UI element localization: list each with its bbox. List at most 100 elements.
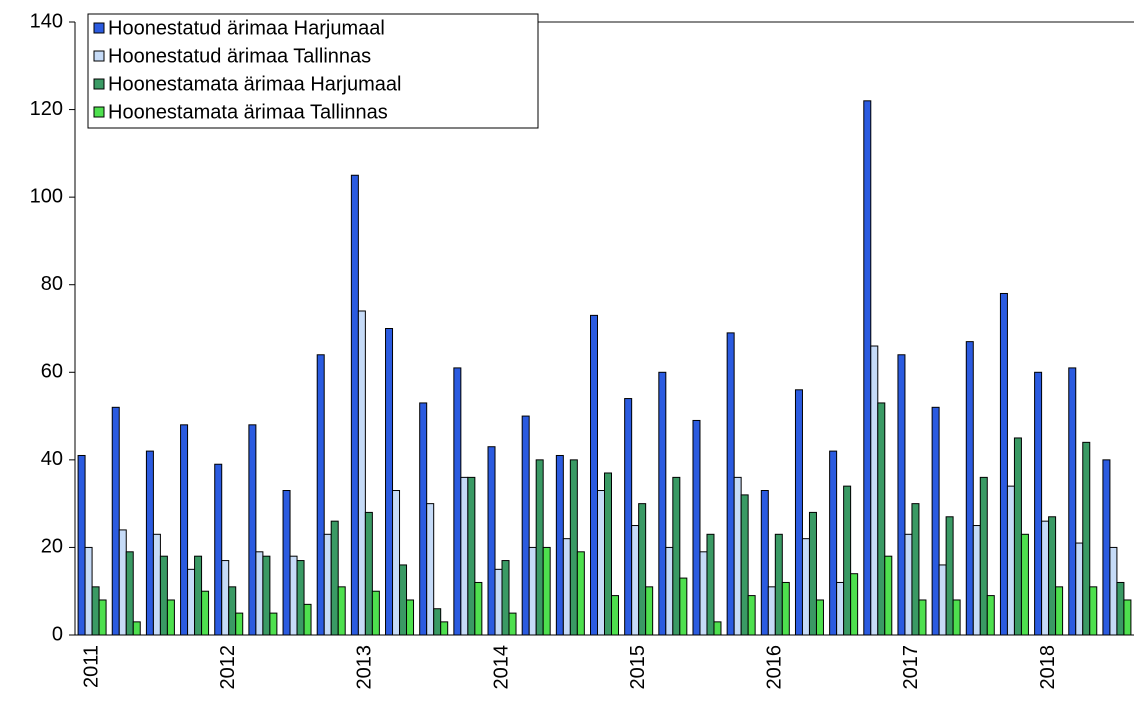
bar	[986, 595, 995, 636]
bar	[1116, 581, 1125, 636]
bar	[228, 586, 237, 636]
bar	[877, 402, 886, 636]
bar	[194, 555, 203, 636]
bar	[774, 533, 783, 636]
legend-swatch	[93, 106, 105, 118]
bar	[999, 292, 1008, 636]
bar	[221, 560, 230, 636]
y-tick-label: 100	[30, 185, 63, 207]
bar	[576, 551, 585, 636]
bar	[938, 564, 947, 636]
bar	[658, 371, 667, 636]
bar	[385, 328, 394, 636]
bar	[604, 472, 612, 636]
bar	[726, 332, 735, 636]
bar	[145, 450, 154, 636]
bar	[1068, 367, 1077, 636]
bar	[152, 533, 161, 636]
bar	[296, 560, 305, 636]
bar	[972, 525, 981, 636]
bar	[760, 490, 769, 636]
bar	[487, 446, 496, 636]
x-tick-label: 2013	[354, 645, 376, 690]
bar	[180, 424, 189, 636]
bar	[945, 516, 954, 636]
bar	[269, 612, 278, 636]
bar	[1020, 533, 1029, 636]
bar	[166, 599, 175, 636]
bar	[282, 490, 291, 636]
bar	[1034, 371, 1043, 636]
bar	[767, 586, 776, 636]
bar	[740, 494, 749, 636]
bar	[931, 406, 940, 636]
bar	[528, 546, 537, 636]
bar	[781, 581, 790, 636]
bar	[979, 476, 988, 636]
bar	[364, 511, 373, 636]
bar	[645, 586, 654, 636]
bar	[303, 603, 312, 636]
x-tick-label: 2015	[627, 645, 649, 690]
bar	[118, 529, 127, 636]
bar	[323, 533, 332, 636]
y-tick-label: 80	[41, 273, 63, 295]
y-tick-label: 60	[41, 361, 63, 383]
bar	[897, 354, 906, 636]
x-tick-label: 2011	[80, 645, 102, 688]
bar	[965, 341, 974, 636]
bar	[794, 389, 803, 636]
bar	[201, 590, 210, 636]
bar	[733, 476, 742, 636]
bar	[399, 564, 408, 636]
bar	[747, 595, 756, 636]
legend-swatch	[93, 50, 105, 62]
legend-box	[87, 13, 539, 129]
bar	[111, 406, 120, 636]
x-tick-label: 2012	[217, 645, 239, 690]
bar	[316, 354, 325, 636]
bar	[815, 599, 824, 636]
bar	[850, 573, 859, 636]
y-tick-label: 140	[30, 10, 63, 32]
bar	[337, 586, 346, 636]
bar	[801, 538, 810, 636]
bar	[474, 581, 483, 636]
bar	[611, 595, 619, 636]
bar	[1109, 546, 1118, 636]
bar	[521, 415, 530, 636]
bar	[1102, 459, 1111, 636]
bar	[262, 555, 271, 636]
y-tick-label: 40	[41, 448, 63, 470]
x-tick-label: 2018	[1037, 645, 1059, 690]
bar	[77, 454, 86, 636]
bar	[699, 551, 708, 636]
bar	[1048, 516, 1057, 636]
bar	[392, 490, 401, 636]
bar	[713, 621, 722, 636]
bar	[665, 546, 674, 636]
legend-swatch	[93, 78, 105, 90]
x-tick-label: 2016	[764, 645, 786, 690]
bar	[501, 560, 510, 636]
bar	[829, 450, 838, 636]
bar	[843, 485, 852, 636]
legend-label: Hoonestatud ärimaa Harjumaal	[108, 17, 385, 39]
bar	[460, 476, 469, 636]
bar	[371, 590, 380, 636]
bar	[679, 577, 688, 636]
bar	[125, 551, 134, 636]
legend-label: Hoonestamata ärimaa Harjumaal	[108, 73, 401, 95]
x-tick-label: 2017	[900, 645, 922, 690]
legend-swatch	[93, 22, 105, 34]
bar	[952, 599, 961, 636]
bar	[494, 568, 503, 636]
bar	[235, 612, 244, 636]
bar	[1075, 542, 1084, 636]
bar	[159, 555, 168, 636]
bar	[590, 314, 598, 636]
bar	[350, 174, 359, 636]
y-tick-label: 120	[30, 98, 63, 120]
bar	[1089, 586, 1098, 636]
